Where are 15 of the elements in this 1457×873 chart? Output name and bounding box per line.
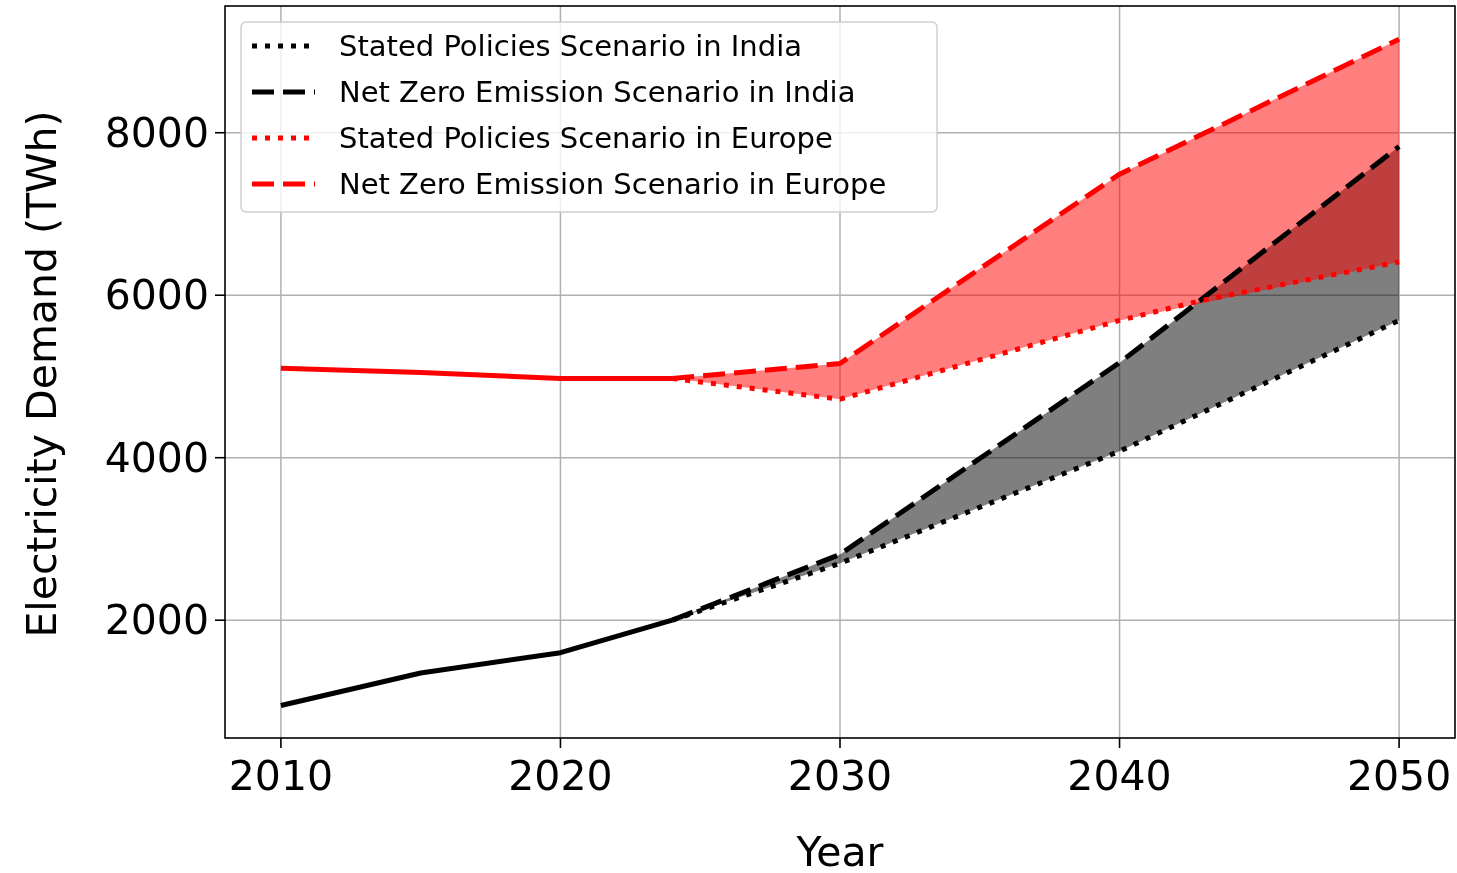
- legend-label: Stated Policies Scenario in Europe: [339, 121, 833, 155]
- x-tick-label: 2010: [228, 752, 334, 800]
- x-tick-label: 2040: [1067, 752, 1172, 800]
- y-axis-title: Electricity Demand (TWh): [18, 110, 66, 638]
- legend-label: Net Zero Emission Scenario in Europe: [339, 167, 887, 201]
- x-axis-title: Year: [795, 828, 884, 873]
- y-tick-label: 8000: [104, 108, 209, 157]
- y-tick-label: 6000: [104, 271, 209, 320]
- y-tick-label: 4000: [104, 433, 209, 482]
- legend-label: Net Zero Emission Scenario in India: [339, 75, 856, 109]
- legend-label: Stated Policies Scenario in India: [339, 29, 802, 63]
- x-tick-label: 2020: [508, 752, 613, 800]
- y-tick-label: 2000: [104, 596, 209, 645]
- x-tick-label: 2030: [787, 752, 893, 800]
- x-tick-label: 2050: [1346, 752, 1452, 800]
